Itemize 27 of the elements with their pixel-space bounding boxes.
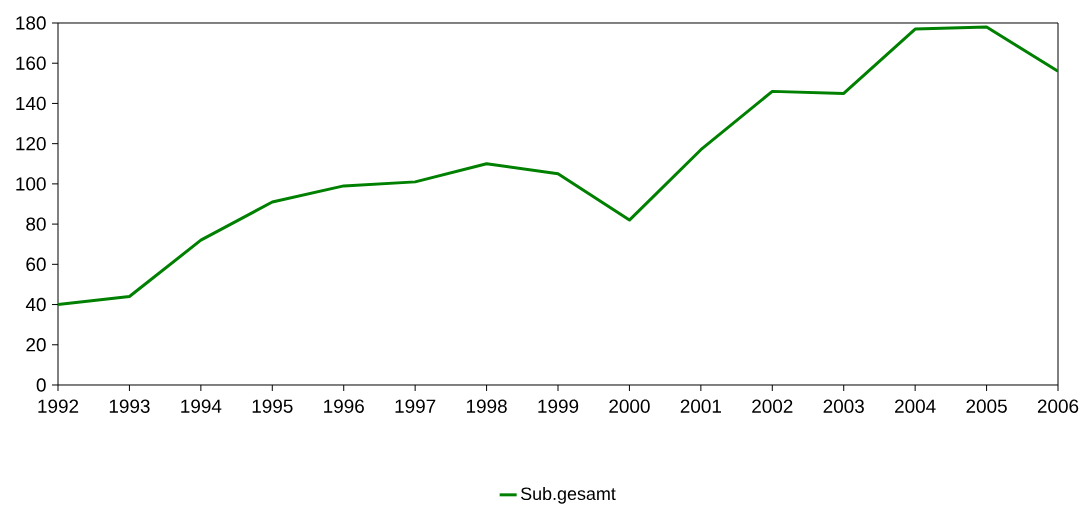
x-tick-label: 1992: [38, 399, 79, 414]
x-tick-label: 1994: [181, 399, 222, 414]
x-tick-label: 1995: [252, 399, 293, 414]
x-tick-label: 2002: [752, 399, 793, 414]
y-tick-label: 0: [36, 378, 46, 392]
legend-label: Sub.gesamt: [520, 487, 616, 504]
x-tick-label: 2001: [680, 399, 721, 414]
x-tick-label: 2006: [1037, 399, 1079, 414]
x-tick-label: 1998: [466, 399, 507, 414]
x-tick-label: 1993: [109, 399, 150, 414]
y-tick-label: 120: [16, 137, 46, 151]
x-tick-label: 1999: [538, 399, 579, 414]
y-tick-label: 100: [16, 177, 46, 191]
y-tick-label: 160: [16, 56, 46, 71]
x-tick-label: 1996: [324, 399, 364, 414]
x-tick-label: 1997: [395, 399, 436, 414]
y-tick-label: 40: [25, 297, 46, 312]
y-tick-label: 140: [16, 96, 46, 111]
y-tick-label: 180: [16, 16, 46, 30]
y-tick-label: 80: [26, 217, 46, 231]
x-tick-label: 2000: [609, 399, 650, 414]
x-tick-label: 2004: [895, 399, 936, 414]
y-tick-label: 20: [26, 338, 46, 352]
line-series: [58, 25, 1059, 307]
y-tick-label: 60: [26, 257, 46, 272]
x-tick-label: 2005: [966, 399, 1007, 414]
x-tick-label: 2003: [823, 399, 864, 414]
